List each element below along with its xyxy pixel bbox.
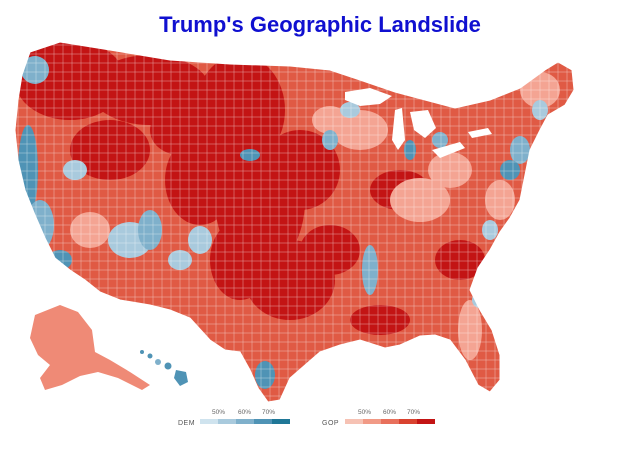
legend-dem-swatch-4 bbox=[272, 419, 290, 424]
legend-dem-tick-60: 60% bbox=[238, 409, 252, 416]
legend-dem-label: DEM bbox=[178, 420, 196, 427]
legend-dem-tick-70: 70% bbox=[262, 409, 276, 416]
legend-gop-swatch-2 bbox=[381, 419, 399, 424]
map-title: Trump's Geographic Landslide bbox=[159, 12, 481, 37]
legend-dem-scale bbox=[200, 419, 290, 424]
legend-gop-label: GOP bbox=[322, 420, 340, 427]
alaska-region bbox=[30, 305, 150, 390]
legend-dem-swatch-1 bbox=[218, 419, 236, 424]
legend-gop-tick-70: 70% bbox=[407, 409, 421, 416]
legend-gop-tick-60: 60% bbox=[383, 409, 397, 416]
legend-gop-swatch-1 bbox=[363, 419, 381, 424]
legend-gop-scale bbox=[345, 419, 435, 424]
great-lakes bbox=[345, 88, 492, 158]
legend-gop-tick-50: 50% bbox=[358, 409, 372, 416]
legend-dem-swatch-0 bbox=[200, 419, 218, 424]
hawaii-region bbox=[140, 350, 188, 386]
legend-gop-swatch-4 bbox=[417, 419, 435, 424]
legend-dem-tick-50: 50% bbox=[212, 409, 226, 416]
legend-dem-swatch-3 bbox=[254, 419, 272, 424]
legend-gop-swatch-3 bbox=[399, 419, 417, 424]
legend-gop-swatch-0 bbox=[345, 419, 363, 424]
legend-dem-swatch-2 bbox=[236, 419, 254, 424]
